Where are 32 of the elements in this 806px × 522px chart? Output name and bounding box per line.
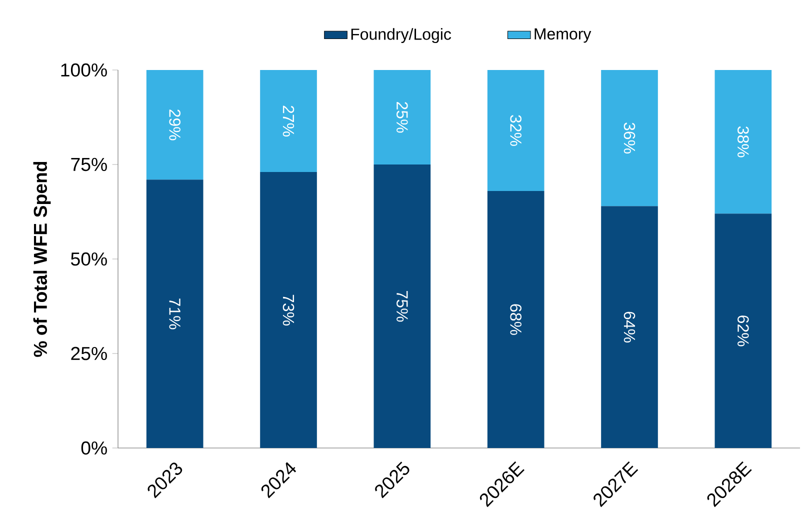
data-label: 25%	[396, 102, 408, 133]
data-label: 71%	[169, 298, 180, 330]
legend-label: Foundry/Logic	[351, 28, 452, 44]
y-axis-title: % of Total WFE Spend	[33, 162, 51, 357]
bar	[260, 70, 317, 172]
bar	[146, 70, 204, 180]
y-tick-label: 100%	[61, 63, 107, 77]
data-label: 38%	[738, 126, 749, 158]
y-tick-label: 25%	[71, 346, 107, 360]
data-label: 64%	[624, 312, 636, 342]
bar	[146, 180, 204, 448]
bar	[487, 190, 544, 448]
data-label: 62%	[738, 316, 749, 346]
bar	[374, 164, 431, 448]
data-label: 32%	[510, 115, 522, 146]
bar	[487, 70, 544, 191]
bar	[601, 206, 658, 448]
y-tick-label: 75%	[71, 158, 107, 172]
legend-label: Memory	[534, 28, 592, 43]
bar	[714, 214, 772, 448]
bar	[374, 70, 431, 164]
data-label: 73%	[282, 294, 294, 326]
y-tick-label: 50%	[70, 252, 107, 266]
bar	[601, 70, 658, 206]
data-label: 68%	[510, 304, 522, 335]
data-label: 36%	[624, 122, 636, 154]
bar	[714, 70, 772, 214]
bar	[260, 172, 317, 448]
data-label: 29%	[169, 110, 180, 140]
data-label: 75%	[396, 291, 408, 322]
data-label: 27%	[282, 106, 294, 136]
y-tick-label: 0%	[81, 441, 107, 455]
